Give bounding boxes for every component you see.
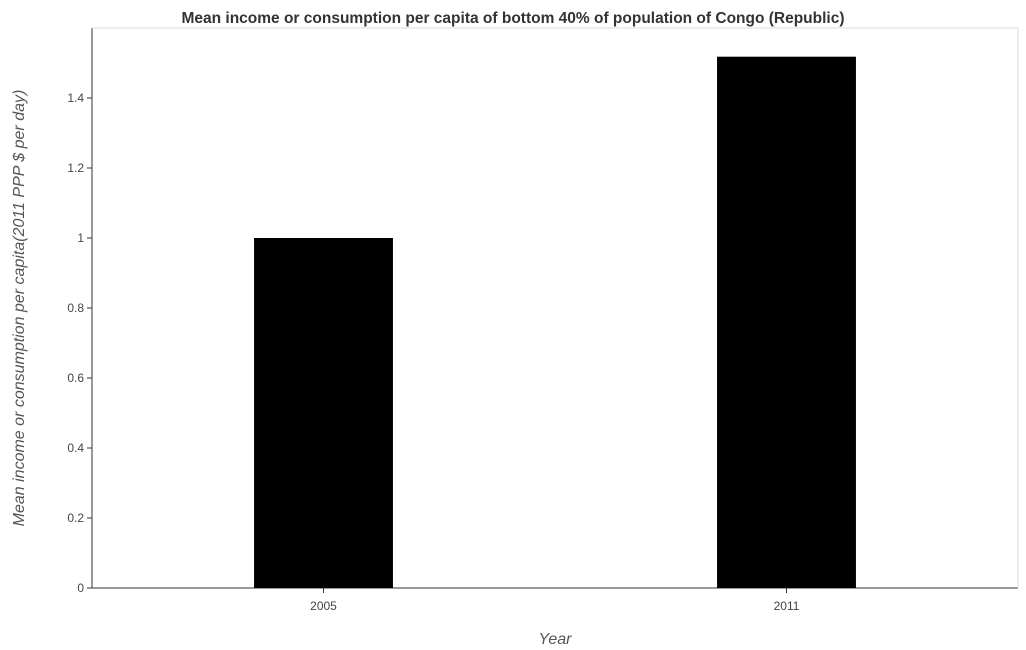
bar-2011 [717,56,856,588]
y-tick-label: 1 [77,231,84,245]
y-tick-label: 1.2 [67,161,84,175]
chart-title: Mean income or consumption per capita of… [181,10,845,27]
axes [91,27,1019,589]
y-tick-label: 0.8 [67,301,84,315]
y-tick-label: 0.4 [67,441,84,455]
y-tick-label: 0.6 [67,371,84,385]
x-tick-label: 2011 [774,599,800,613]
y-tick-label: 0 [77,581,84,595]
y-tick-label: 1.4 [67,91,84,105]
bars [254,56,856,588]
x-axis-ticks: 2005 2011 [310,588,800,613]
x-axis-title: Year [539,631,573,648]
x-tick-label: 2005 [310,599,337,613]
y-axis-ticks: 0 0.2 0.4 0.6 0.8 1 1.2 1.4 [67,91,92,595]
bar-2005 [254,238,393,588]
y-axis-title: Mean income or consumption per capita(20… [11,90,28,527]
y-tick-label: 0.2 [67,511,84,525]
